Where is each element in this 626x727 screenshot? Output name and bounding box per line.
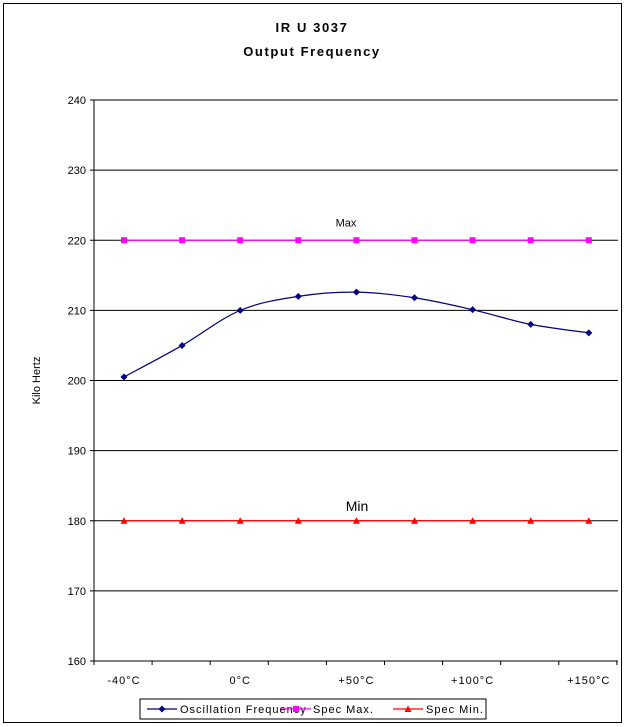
legend-label: Spec Min. [426, 704, 484, 716]
data-point [294, 292, 302, 300]
y-tick-label: 220 [68, 235, 86, 247]
data-point [585, 517, 593, 524]
data-point [352, 288, 360, 296]
data-point [295, 237, 302, 244]
data-point [469, 237, 476, 244]
data-point [527, 517, 535, 524]
series-line [123, 291, 589, 378]
annotation-label: Max [336, 217, 357, 229]
legend-box [139, 698, 487, 720]
chart-title-line2: Output Frequency [243, 44, 381, 59]
data-point [236, 306, 244, 314]
x-tick-label: +150°C [567, 675, 610, 687]
data-point [469, 517, 477, 524]
annotations: Max Min [336, 217, 369, 514]
x-tick-label: +50°C [338, 675, 374, 687]
y-axis-label: Kilo Hertz [31, 357, 43, 405]
grid-lines [90, 99, 618, 662]
annotation-label: Min [346, 498, 369, 514]
data-point [585, 237, 592, 244]
data-point [411, 237, 418, 244]
series-3 [120, 517, 593, 524]
data-point [353, 237, 360, 244]
x-tick-label: 0°C [229, 675, 250, 687]
y-tick-label: 170 [68, 586, 86, 598]
y-tick-label: 210 [68, 305, 86, 317]
data-point [411, 517, 418, 524]
data-point [585, 329, 593, 337]
series-1 [120, 288, 593, 381]
y-tick-label: 190 [68, 446, 86, 458]
legend-label: Spec Max. [313, 704, 374, 716]
data-point [411, 294, 418, 302]
y-tick-label: 240 [68, 95, 86, 107]
axes [93, 100, 618, 665]
data-point [469, 306, 477, 314]
series [120, 237, 593, 524]
data-point [294, 517, 302, 524]
y-tick-label: 230 [68, 165, 86, 177]
legend: Oscillation Frequency Spec Max. Spec Min. [139, 698, 487, 720]
chart-title-line1: IR U 3037 [276, 20, 349, 35]
data-point [120, 517, 128, 524]
data-point [236, 517, 244, 524]
chart-frame [3, 3, 622, 723]
y-tick-labels: 160 170 180 190 200 210 220 230 240 [68, 95, 86, 668]
series-2 [121, 237, 592, 244]
data-point [120, 373, 128, 381]
data-point [352, 517, 360, 524]
legend-swatch-marker [404, 705, 412, 712]
y-tick-label: 160 [68, 656, 86, 668]
x-tick-label: -40°C [107, 675, 140, 687]
x-tick-labels: -40°C 0°C +50°C +100°C +150°C [107, 675, 610, 687]
y-tick-label: 200 [68, 376, 86, 388]
legend-swatch-marker [158, 705, 166, 713]
data-point [178, 517, 186, 524]
data-point [179, 237, 186, 244]
data-point [178, 341, 186, 349]
data-point [121, 237, 127, 244]
legend-label: Oscillation Frequency [180, 704, 307, 716]
y-tick-label: 180 [68, 516, 86, 528]
data-point [237, 237, 244, 244]
data-point [527, 320, 535, 328]
x-tick-label: +100°C [451, 675, 494, 687]
data-point [527, 237, 534, 244]
legend-swatch-marker [293, 706, 299, 712]
